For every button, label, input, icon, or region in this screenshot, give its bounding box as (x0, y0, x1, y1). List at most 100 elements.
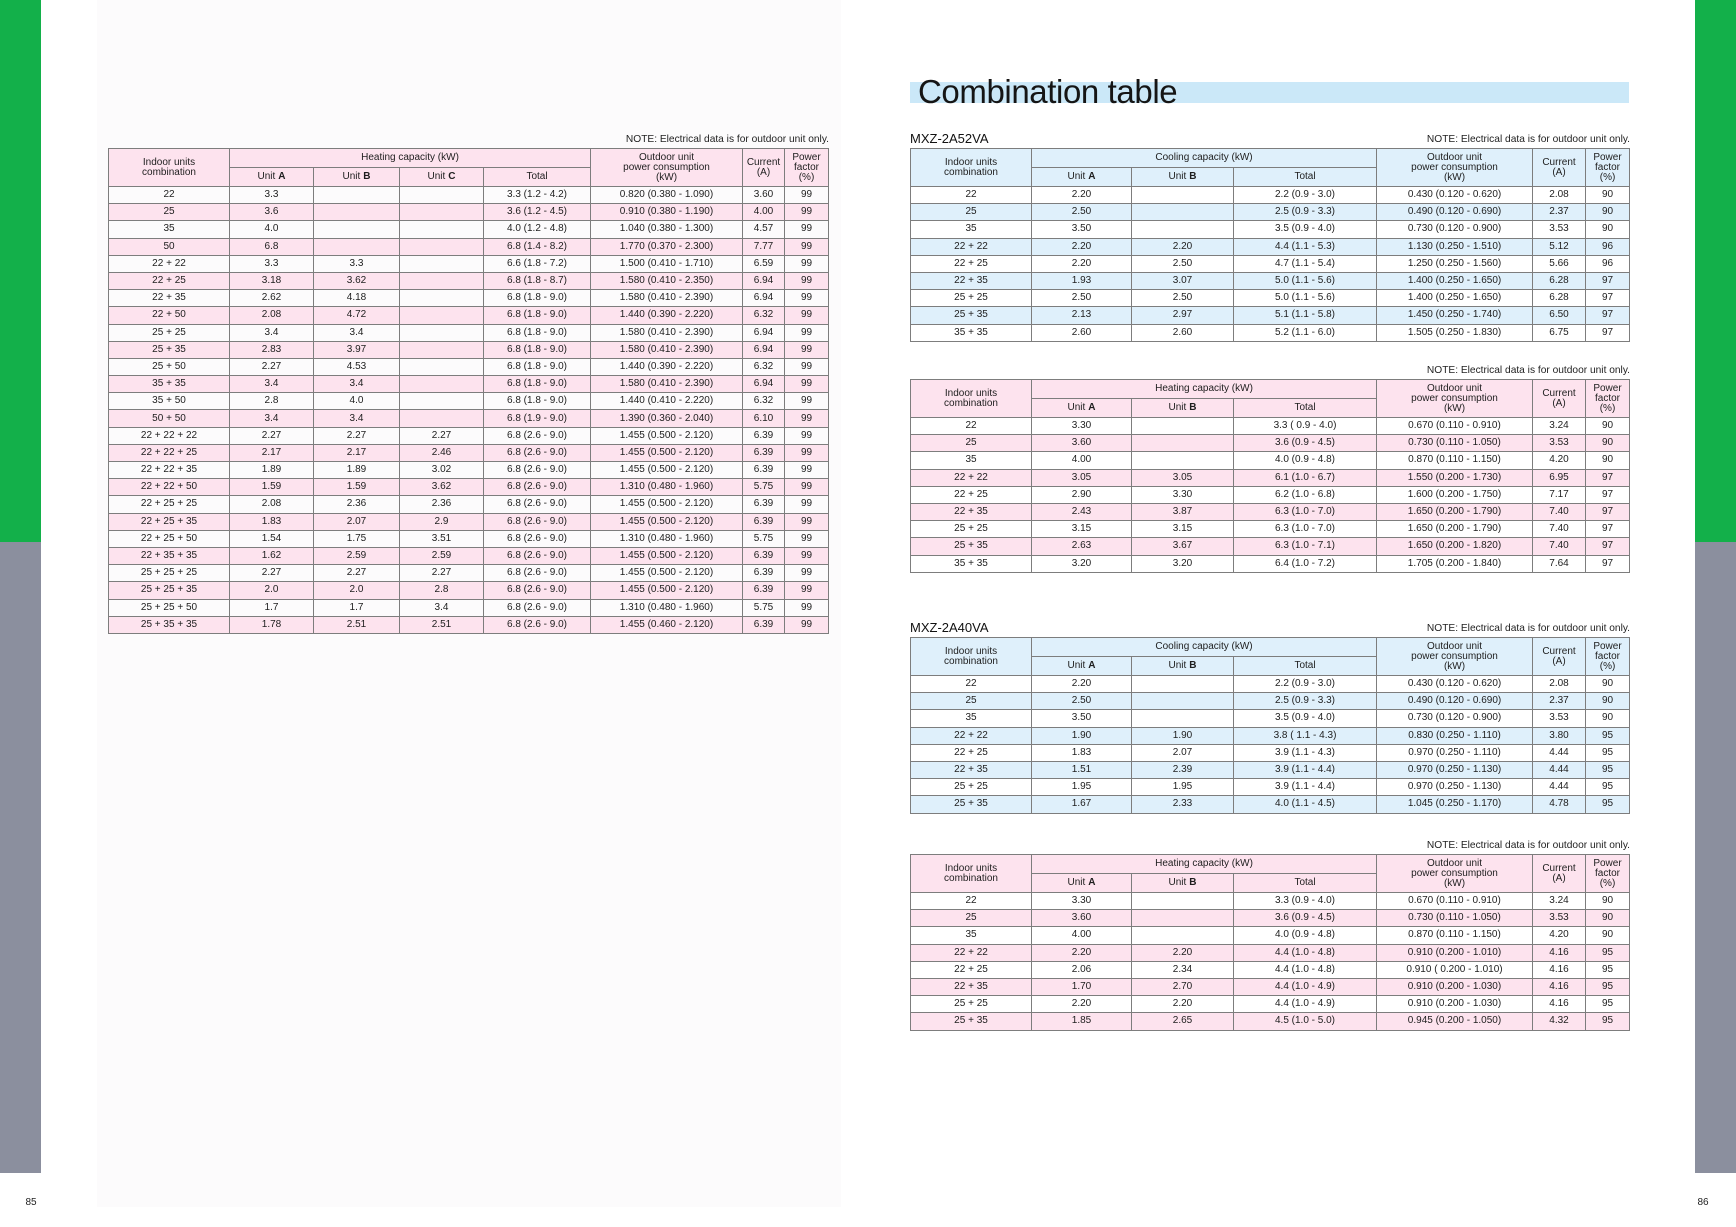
power-factor-cell: 97 (1585, 468, 1630, 487)
unit-label: Unit (1067, 402, 1086, 413)
unit-c-cell (399, 271, 484, 291)
power-factor-cell: 90 (1585, 891, 1630, 911)
unit-a-cell: 2.27 (229, 426, 314, 445)
total-header: Total (483, 167, 591, 187)
table-row: 22 + 22 + 22 2.27 2.27 2.27 6.8 (2.6 - 9.0) 1… (108, 426, 829, 445)
unit-c-cell: 2.9 (399, 512, 484, 531)
table-row: 35 4.00 4.0 (0.9 - 4.8) 0.870 (0.110 - 1.15… (910, 926, 1630, 945)
unit-c-cell (399, 220, 484, 239)
unit-a-cell: 3.60 (1031, 909, 1132, 928)
combination-cell: 22 + 22 (910, 468, 1032, 487)
combination-header-line: Indoor units (944, 156, 998, 168)
power-factor-cell: 99 (784, 306, 829, 325)
unit-b-cell (1131, 926, 1234, 945)
table-row: 35 3.50 3.5 (0.9 - 4.0) 0.730 (0.120 - 0.90… (910, 709, 1631, 728)
power-consumption-cell: 0.490 (0.120 - 0.690) (1376, 692, 1534, 711)
combination-header-line: Indoor units (142, 156, 196, 168)
unit-a-cell: 2.20 (1031, 674, 1132, 694)
power-consumption-header-line: (kW) (1443, 660, 1466, 672)
table-row: 22 + 50 2.08 4.72 6.8 (1.8 - 9.0) 1.440 (0.3… (108, 306, 829, 325)
unit-b-cell (313, 203, 400, 222)
combination-header-line: Indoor units (944, 387, 998, 399)
power-factor-cell: 99 (784, 185, 829, 205)
table-row: 25 + 35 2.63 3.67 6.3 (1.0 - 7.1) 1.650 (0.2… (910, 537, 1630, 556)
combination-header-line: combination (142, 166, 196, 178)
current-cell: 6.39 (742, 564, 785, 583)
power-factor-cell: 95 (1585, 943, 1630, 962)
unit-a-cell: 2.20 (1031, 237, 1132, 256)
unit-label: Unit (1067, 660, 1086, 671)
power-consumption-cell: 1.390 (0.360 - 2.040) (590, 409, 743, 428)
table-body: 22 3.30 3.3 ( 0.9 - 4.0) 0.670 (0.110 - 0.9… (910, 416, 1630, 573)
power-factor-cell: 97 (1585, 520, 1630, 539)
mxz-2a52va-cooling-block: MXZ-2A52VA NOTE: Electrical data is for … (910, 132, 1631, 342)
unit-letter: B (363, 171, 371, 182)
power-consumption-header: Outdoor unit power consumption (kW) (1376, 637, 1534, 676)
unit-a-cell: 2.20 (1031, 943, 1132, 962)
total-cell: 5.1 (1.1 - 5.8) (1232, 306, 1378, 325)
current-cell: 6.32 (742, 357, 785, 377)
total-cell: 6.8 (2.6 - 9.0) (483, 581, 591, 600)
power-consumption-cell: 0.430 (0.120 - 0.620) (1376, 185, 1534, 205)
power-consumption-cell: 0.730 (0.120 - 0.900) (1376, 709, 1534, 728)
unit-a-cell: 3.3 (229, 254, 314, 273)
electrical-note: NOTE: Electrical data is for outdoor uni… (1426, 840, 1630, 851)
table-row: 35 + 35 3.4 3.4 6.8 (1.8 - 9.0) 1.580 (0.410… (108, 375, 829, 394)
unit-letter: C (448, 171, 456, 182)
heating-combination-table: Indoor units combination Heating capacity … (108, 148, 829, 634)
unit-c-cell (399, 203, 484, 222)
unit-b-cell: 2.33 (1131, 795, 1234, 814)
unit-b-cell: 1.59 (313, 478, 400, 497)
unit-a-cell: 2.50 (1031, 692, 1132, 711)
combination-cell: 35 + 35 (108, 375, 230, 394)
power-factor-cell: 99 (784, 237, 829, 256)
unit-c-header: Unit C (399, 167, 484, 187)
unit-b-cell: 2.39 (1131, 760, 1234, 780)
total-cell: 5.0 (1.1 - 5.6) (1232, 271, 1378, 291)
unit-label: Unit (342, 171, 361, 182)
table-row: 35 + 35 3.20 3.20 6.4 (1.0 - 7.2) 1.705 (0.2… (910, 554, 1630, 573)
unit-a-cell: 2.0 (229, 581, 314, 600)
combination-cell: 22 + 25 (910, 485, 1032, 504)
unit-a-cell: 2.13 (1031, 306, 1132, 325)
unit-letter: B (1189, 171, 1197, 182)
unit-c-cell: 2.27 (399, 564, 484, 583)
power-consumption-cell: 0.970 (0.250 - 1.130) (1376, 760, 1534, 780)
power-factor-cell: 95 (1585, 760, 1631, 780)
capacity-header: Cooling capacity (kW) (1030, 148, 1378, 168)
unit-a-header: Unit A (1031, 873, 1132, 893)
unit-a-cell: 4.00 (1031, 926, 1132, 945)
total-cell: 4.0 (1.1 - 4.5) (1232, 795, 1378, 814)
power-consumption-cell: 1.580 (0.410 - 2.390) (590, 340, 743, 359)
unit-c-cell (399, 375, 484, 394)
current-cell: 6.39 (742, 443, 785, 463)
unit-c-cell: 2.36 (399, 495, 484, 514)
combination-cell: 25 + 35 (910, 795, 1032, 814)
combination-cell: 22 (910, 674, 1032, 694)
power-consumption-cell: 1.440 (0.390 - 2.220) (590, 357, 743, 377)
page-title: Combination table (918, 73, 1178, 110)
mxz-2a52va-heating-block: NOTE: Electrical data is for outdoor uni… (910, 365, 1630, 573)
unit-b-cell (1131, 185, 1234, 205)
table-row: 22 + 22 + 35 1.89 1.89 3.02 6.8 (2.6 - 9.0) 1… (108, 460, 829, 480)
unit-a-cell: 2.62 (229, 289, 314, 308)
total-cell: 6.8 (2.6 - 9.0) (483, 460, 591, 480)
table-header: Indoor units combination Heating capacity … (910, 854, 1630, 893)
unit-label: Unit (1168, 660, 1187, 671)
current-cell: 6.94 (742, 340, 785, 359)
unit-b-header: Unit B (1131, 167, 1234, 187)
current-cell: 7.40 (1532, 537, 1586, 556)
current-header-line: (A) (1552, 655, 1566, 667)
combination-cell: 22 + 25 (910, 960, 1032, 979)
table-row: 22 3.30 3.3 ( 0.9 - 4.0) 0.670 (0.110 - 0.9… (910, 416, 1630, 436)
unit-c-cell: 2.8 (399, 581, 484, 600)
power-consumption-header: Outdoor unit power consumption (kW) (1376, 148, 1534, 187)
table-row: 25 + 35 2.13 2.97 5.1 (1.1 - 5.8) 1.450 (0.2… (910, 306, 1631, 325)
total-cell: 6.8 (1.8 - 8.7) (483, 271, 591, 291)
current-cell: 3.80 (1532, 726, 1587, 745)
power-consumption-cell: 1.450 (0.250 - 1.740) (1376, 306, 1534, 325)
power-consumption-cell: 0.730 (0.110 - 1.050) (1376, 909, 1533, 928)
unit-b-cell: 3.67 (1131, 537, 1234, 556)
unit-b-cell: 2.20 (1131, 237, 1234, 256)
left-gray-tab (0, 542, 41, 1173)
